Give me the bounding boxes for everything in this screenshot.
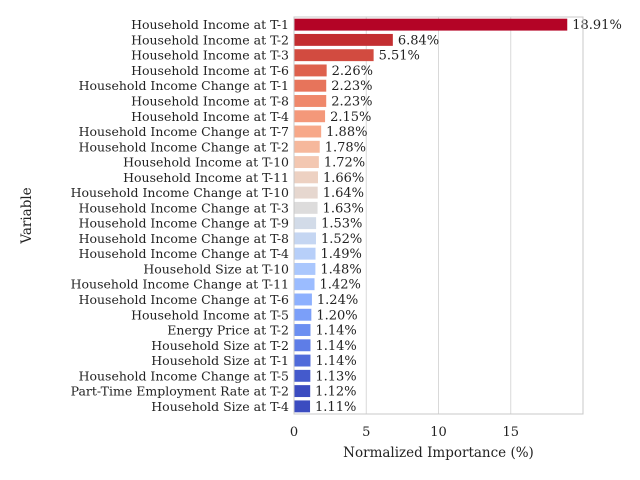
x-tick-label: 15 [502,425,519,440]
bar-value-label: 1.13% [315,369,356,384]
x-tick-label: 10 [430,425,447,440]
bar [294,217,317,230]
bar-value-label: 1.20% [316,308,357,323]
bar [294,110,326,123]
category-label: Household Income at T-6 [131,63,289,78]
bar-value-label: 2.26% [332,64,373,79]
bar [294,339,311,352]
category-label: Household Income Change at T-9 [79,216,289,231]
bar [294,95,327,107]
bar [294,324,311,336]
bar [294,140,320,153]
bar-value-label: 1.12% [315,385,356,400]
category-label: Household Income at T-11 [123,170,289,185]
category-label: Household Income at T-4 [131,109,289,124]
bar-value-label: 1.63% [323,201,364,216]
bar [294,186,318,199]
bar [294,247,316,260]
category-label: Household Income Change at T-6 [79,292,289,307]
bar-value-label: 1.64% [323,186,364,201]
category-label: Household Income Change at T-7 [79,124,289,139]
bar-value-label: 1.78% [325,140,366,155]
x-axis-title: Normalized Importance (%) [343,445,534,461]
gridlines [365,17,512,414]
bar [294,278,315,291]
bar [294,156,319,169]
category-label: Household Income at T-8 [131,93,289,108]
bar-value-label: 1.88% [326,125,367,140]
category-label: Household Size at T-4 [151,399,289,414]
bar-value-label: 1.49% [321,247,362,262]
x-tick-labels: 0 5 10 15 [290,425,519,440]
bar [294,232,316,245]
bar [294,33,393,46]
bar-value-label: 1.24% [317,293,358,308]
bar-value-label: 1.14% [315,324,356,339]
category-label: Household Income at T-2 [131,32,289,47]
bar-value-label: 1.48% [320,262,361,277]
category-label: Household Income at T-1 [131,17,289,32]
bar-value-label: 1.52% [321,232,362,247]
category-label: Part-Time Employment Rate at T-2 [71,384,289,399]
bar-value-label: 1.72% [324,156,365,171]
bar [294,201,318,214]
bar [294,293,312,306]
bar [294,49,374,62]
bar-value-label: 1.42% [320,278,361,293]
bar [294,369,311,382]
value-labels: 18.91%6.84%5.51%2.26%2.23%2.23%2.15%1.88… [315,18,622,415]
category-label: Household Income at T-5 [131,307,289,322]
category-label: Household Income at T-3 [131,48,289,63]
x-tick-label: 5 [362,425,370,440]
category-label: Household Income Change at T-10 [71,185,289,200]
bar-value-label: 5.51% [379,49,420,64]
bar-value-label: 6.84% [398,33,439,48]
bar [294,385,311,398]
bar-value-label: 2.15% [330,110,371,125]
category-label: Energy Price at T-2 [167,323,289,338]
bar [294,79,327,92]
category-label: Household Income Change at T-5 [79,368,289,383]
bar [294,171,318,184]
bar-value-label: 1.14% [315,339,356,354]
bars [294,18,568,413]
category-label: Household Income Change at T-3 [79,200,289,215]
category-label: Household Income at T-10 [123,155,289,170]
category-label: Household Income Change at T-1 [79,78,289,93]
x-tick-label: 0 [290,425,298,440]
bar-value-label: 1.53% [321,217,362,232]
bar-value-label: 1.14% [315,354,356,369]
bar-value-label: 1.66% [323,171,364,186]
category-label: Household Income Change at T-2 [79,139,289,154]
category-label: Household Size at T-10 [143,261,289,276]
bar [294,64,327,77]
plot-frame [293,16,584,415]
bar [294,308,312,321]
bar [294,354,311,367]
bar [294,400,311,413]
category-label: Household Income Change at T-4 [79,246,289,261]
bar [294,262,316,275]
bar-value-label: 18.91% [572,18,622,33]
bar [294,18,568,31]
y-axis-title: Variable [19,187,35,244]
category-label: Household Size at T-2 [151,338,289,353]
bar [294,125,322,138]
category-label: Household Income Change at T-11 [71,277,289,292]
bar-value-label: 1.11% [315,400,356,415]
bar-value-label: 2.23% [331,79,372,94]
category-label: Household Size at T-1 [151,353,289,368]
bar-value-label: 2.23% [331,94,372,109]
category-label: Household Income Change at T-8 [79,231,289,246]
